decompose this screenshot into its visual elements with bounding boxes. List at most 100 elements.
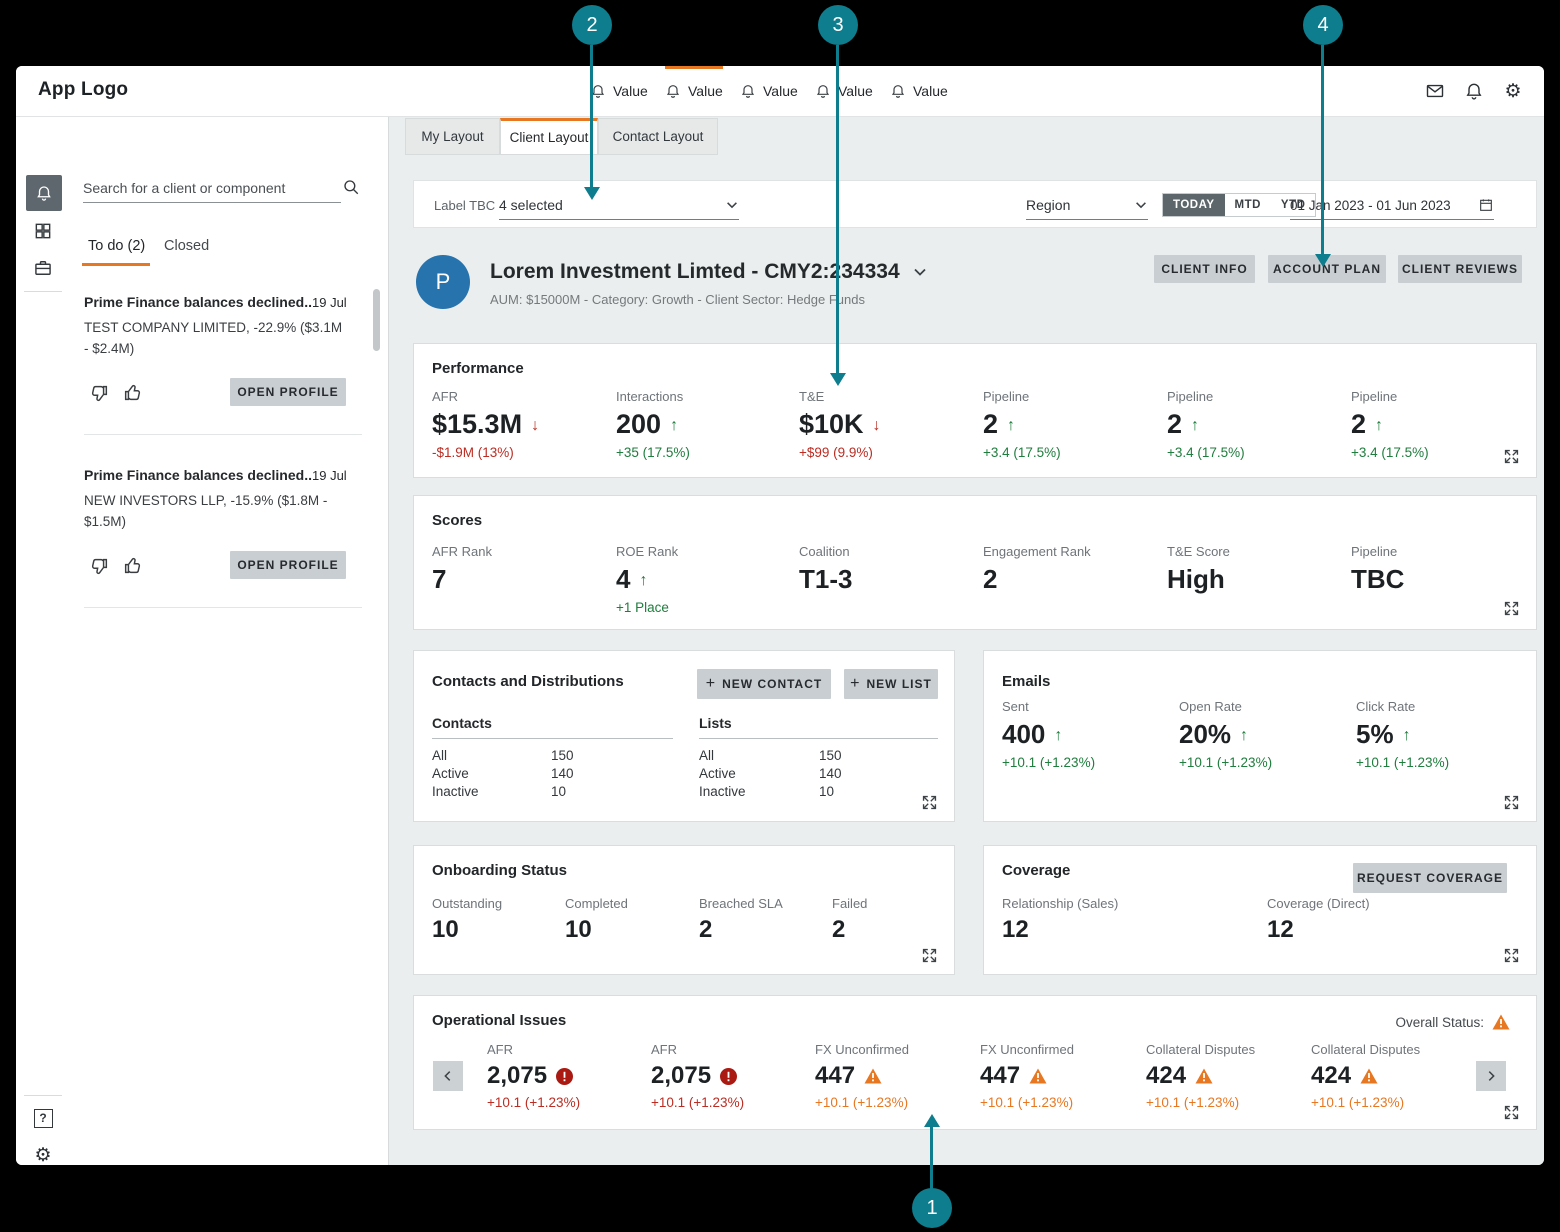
period-ytd[interactable]: YTD: [1280, 199, 1306, 211]
error-icon: [720, 1067, 738, 1085]
mail-icon[interactable]: [1425, 81, 1445, 101]
metric-failed: Failed 2: [832, 896, 868, 943]
client-reviews-button[interactable]: CLIENT REVIEWS: [1398, 255, 1522, 283]
score-coalition: Coalition T1-3: [799, 544, 853, 594]
notifications-bell-icon[interactable]: [1464, 81, 1484, 101]
date-range-picker[interactable]: 01 Jan 2023 - 01 Jun 2023: [1290, 191, 1494, 220]
divider: [432, 738, 673, 739]
left-sidebar: ? ⚙ To do (2) Closed Prime Finance balan…: [16, 116, 389, 1165]
nav-item-value-4[interactable]: Value: [815, 66, 873, 116]
expand-icon[interactable]: [921, 794, 938, 811]
rail-notifications-button[interactable]: [26, 175, 62, 211]
card-title: Contacts and Distributions: [432, 673, 624, 690]
nav-item-value-1[interactable]: Value: [590, 66, 648, 116]
expand-icon[interactable]: [921, 947, 938, 964]
score-pipeline: Pipeline TBC: [1351, 544, 1405, 594]
expand-icon[interactable]: [1503, 1104, 1520, 1121]
tab-todo[interactable]: To do (2): [88, 238, 146, 254]
notification-body: TEST COMPANY LIMITED, -22.9% ($3.1M - $2…: [84, 320, 343, 356]
client-name[interactable]: Lorem Investment Limted - CMY2:234334: [490, 260, 928, 284]
row-value: 150: [551, 748, 574, 763]
chevron-right-icon: [1488, 1071, 1495, 1081]
metric-afr: AFR $15.3M ↓ -$1.9M (13%): [432, 389, 540, 460]
arrow-up-icon: ↑: [1054, 726, 1063, 744]
card-title: Coverage: [1002, 862, 1071, 879]
open-profile-button[interactable]: OPEN PROFILE: [230, 378, 346, 406]
app-window: App Logo Value Value Value Value Value: [16, 66, 1544, 1165]
expand-icon[interactable]: [1503, 947, 1520, 964]
gear-icon[interactable]: ⚙: [34, 1144, 52, 1165]
tab-closed[interactable]: Closed: [164, 238, 210, 254]
nav-label: Value: [763, 83, 798, 99]
settings-gear-icon[interactable]: ⚙: [1504, 80, 1522, 102]
warning-icon: [1195, 1068, 1213, 1084]
nav-item-value-3[interactable]: Value: [740, 66, 798, 116]
search-input[interactable]: [83, 174, 341, 203]
bell-icon: [666, 85, 680, 98]
sidebar-scrollbar[interactable]: [373, 289, 380, 351]
region-dropdown[interactable]: Region: [1026, 191, 1148, 220]
help-icon[interactable]: ?: [32, 1107, 54, 1129]
tab-active-indicator: [82, 263, 150, 266]
row-label: All: [699, 748, 715, 763]
thumbs-up-icon[interactable]: [122, 382, 144, 404]
main-content-background: [388, 116, 1544, 1165]
period-today[interactable]: TODAY: [1163, 194, 1225, 216]
bell-icon: [741, 85, 755, 98]
chevron-left-icon: [444, 1071, 451, 1081]
metric-sent: Sent 400 ↑ +10.1 (+1.23%): [1002, 699, 1096, 770]
notification-title: Prime Finance balances declined...: [84, 467, 312, 483]
selected-filter-dropdown[interactable]: 4 selected: [499, 191, 739, 220]
grid-icon[interactable]: [32, 220, 54, 242]
arrow-up-icon: ↑: [639, 571, 648, 589]
thumbs-down-icon[interactable]: [88, 382, 110, 404]
notification-body: NEW INVESTORS LLP, -15.9% ($1.8M - $1.5M…: [84, 493, 328, 529]
chevron-down-icon: [1136, 202, 1146, 209]
warning-icon: [1492, 1014, 1510, 1030]
tab-client-layout[interactable]: Client Layout: [500, 118, 598, 155]
thumbs-up-icon[interactable]: [122, 555, 144, 577]
overall-status: Overall Status:: [1395, 1014, 1510, 1030]
rail-divider: [24, 1095, 62, 1096]
row-label: Active: [699, 766, 736, 781]
notification-date: 19 Jul: [312, 468, 347, 483]
expand-icon[interactable]: [1503, 794, 1520, 811]
request-coverage-button[interactable]: REQUEST COVERAGE: [1353, 863, 1507, 893]
briefcase-icon[interactable]: [32, 257, 54, 279]
client-info-button[interactable]: CLIENT INFO: [1154, 255, 1255, 283]
metric-pipeline-2: Pipeline 2 ↑ +3.4 (17.5%): [1167, 389, 1245, 460]
nav-item-value-2[interactable]: Value: [665, 66, 723, 116]
nav-label: Value: [613, 83, 648, 99]
lists-group-header: Lists: [699, 715, 732, 731]
score-te-score: T&E Score High: [1167, 544, 1230, 594]
contacts-card: Contacts and Distributions + NEW CONTACT…: [413, 650, 955, 822]
arrow-up-icon: ↑: [1375, 416, 1384, 434]
arrow-up-icon: ↑: [1240, 726, 1249, 744]
period-mtd[interactable]: MTD: [1234, 199, 1261, 211]
card-title: Emails: [1002, 673, 1051, 690]
issue-fx-unconfirmed-1: FX Unconfirmed 447 +10.1 (+1.23%): [815, 1042, 909, 1110]
expand-icon[interactable]: [1503, 448, 1520, 465]
tab-my-layout[interactable]: My Layout: [405, 118, 500, 155]
callout-badge-4: 4: [1303, 5, 1343, 45]
search-icon[interactable]: [342, 178, 360, 196]
open-profile-button[interactable]: OPEN PROFILE: [230, 551, 346, 579]
filter-label: Label TBC: [434, 198, 496, 213]
thumbs-down-icon[interactable]: [88, 555, 110, 577]
carousel-left-button[interactable]: [433, 1061, 463, 1091]
new-contact-button[interactable]: + NEW CONTACT: [697, 669, 831, 699]
bell-icon: [37, 186, 51, 201]
new-list-button[interactable]: + NEW LIST: [844, 669, 938, 699]
issue-afr-1: AFR 2,075 +10.1 (+1.23%): [487, 1042, 581, 1110]
expand-icon[interactable]: [1503, 600, 1520, 617]
tab-contact-layout[interactable]: Contact Layout: [598, 118, 718, 155]
account-plan-button[interactable]: ACCOUNT PLAN: [1268, 255, 1386, 283]
row-value: 10: [551, 784, 567, 799]
row-value: 150: [819, 748, 842, 763]
divider: [699, 738, 938, 739]
carousel-right-button[interactable]: [1476, 1061, 1506, 1091]
nav-item-value-5[interactable]: Value: [890, 66, 948, 116]
score-engagement-rank: Engagement Rank 2: [983, 544, 1091, 594]
metric-open-rate: Open Rate 20% ↑ +10.1 (+1.23%): [1179, 699, 1273, 770]
plus-icon: +: [705, 675, 717, 692]
